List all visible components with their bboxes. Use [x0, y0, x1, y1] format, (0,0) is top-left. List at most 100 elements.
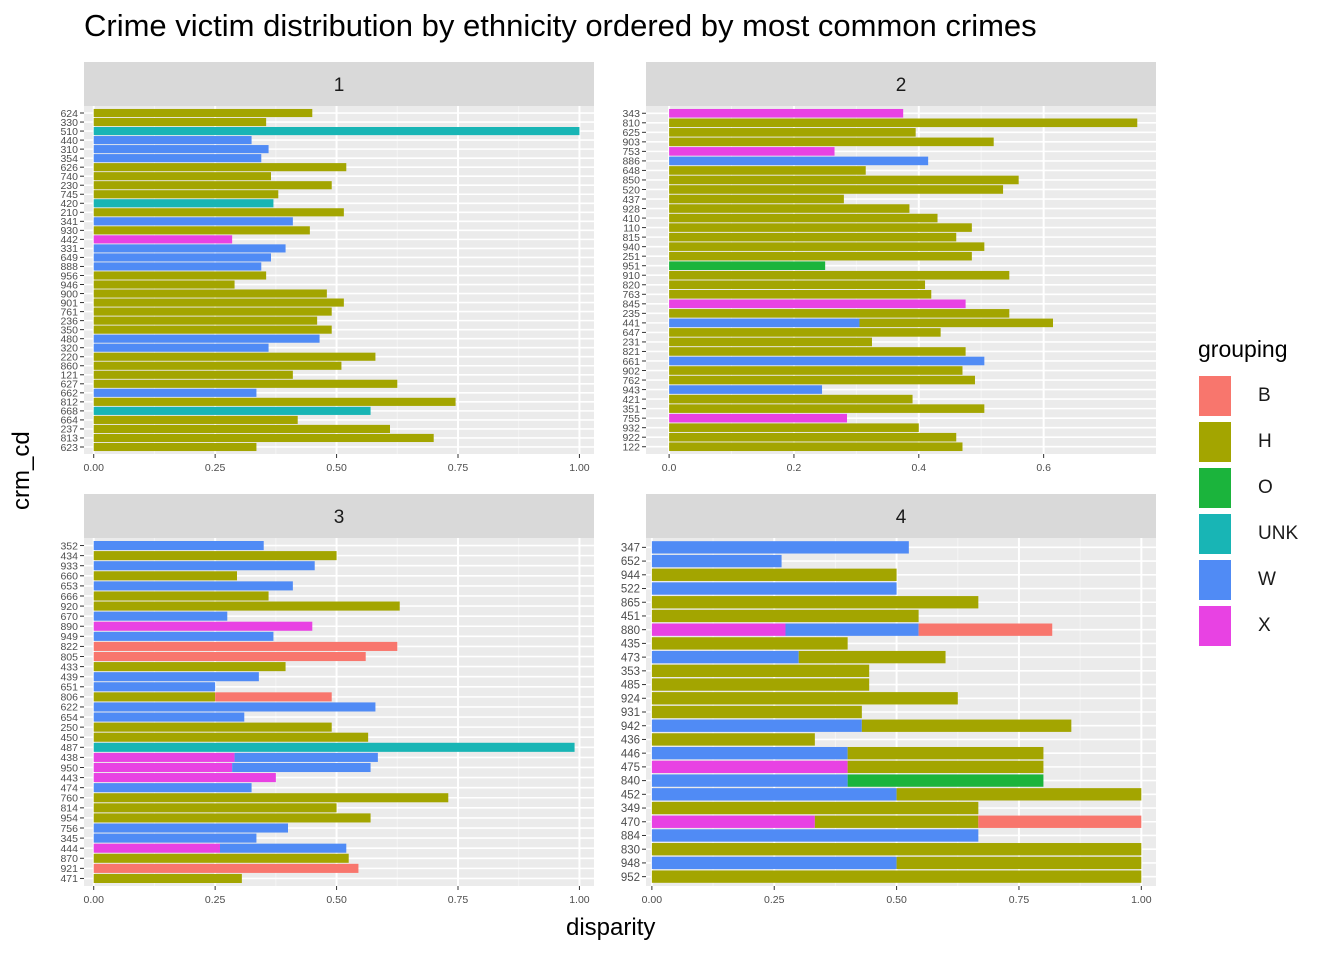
y-tick-label: 443 — [60, 772, 78, 784]
bar-H — [669, 328, 941, 337]
y-tick-label: 890 — [60, 621, 78, 633]
bar-H — [669, 204, 910, 213]
y-tick-label: 480 — [60, 333, 78, 345]
bar-B — [918, 623, 1053, 636]
legend-label: X — [1258, 615, 1271, 636]
bar-H — [669, 442, 963, 452]
bar-H — [669, 432, 957, 442]
y-tick-label: 910 — [622, 270, 640, 282]
y-tick-label: 651 — [60, 682, 78, 694]
bar-H — [651, 678, 870, 691]
y-tick-label: 230 — [60, 180, 78, 192]
y-tick-label: 487 — [60, 742, 78, 754]
facet-strip-label: 2 — [896, 75, 907, 96]
bar-H — [93, 172, 271, 181]
bar-H — [669, 270, 1010, 280]
bar-H — [847, 746, 1044, 760]
y-tick-label: 420 — [60, 198, 78, 210]
bar-X — [669, 147, 835, 156]
bar-O — [669, 261, 826, 270]
y-tick-label: 670 — [60, 611, 78, 623]
y-tick-label: 888 — [60, 261, 78, 273]
bar-W — [93, 244, 286, 253]
y-tick-label: 840 — [621, 776, 640, 788]
legend-item: X — [1198, 603, 1298, 649]
y-tick-label: 949 — [60, 631, 78, 643]
bar-H — [669, 423, 919, 432]
bar-H — [93, 424, 390, 433]
bar-H — [93, 226, 310, 235]
bar-H — [93, 415, 298, 424]
bar-H — [93, 692, 216, 702]
y-tick-label: 452 — [621, 789, 640, 801]
bar-W — [93, 561, 315, 571]
bar-H — [93, 442, 257, 452]
bar-H — [669, 309, 1010, 318]
facet-strip — [646, 494, 1156, 538]
y-tick-label: 762 — [622, 375, 640, 387]
bar-H — [651, 801, 979, 815]
bar-H — [651, 870, 1142, 883]
x-tick-label: 1.00 — [569, 462, 590, 474]
bar-X — [651, 623, 786, 636]
bar-UNK — [93, 199, 274, 208]
bar-X — [669, 413, 848, 423]
legend-label: W — [1258, 569, 1276, 590]
legend-label: UNK — [1258, 523, 1299, 544]
bar-W — [93, 702, 376, 712]
x-tick-label: 1.00 — [1131, 894, 1152, 906]
bar-H — [669, 290, 932, 299]
bar-H — [93, 190, 279, 199]
bar-H — [651, 609, 919, 623]
bar-H — [669, 185, 1004, 194]
y-tick-label: 649 — [60, 252, 78, 264]
y-tick-label: 470 — [621, 817, 640, 829]
x-tick-label: 0.00 — [83, 462, 104, 474]
bar-H — [93, 208, 344, 217]
bar-W — [651, 582, 897, 595]
bar-H — [93, 325, 332, 334]
x-tick-label: 0.0 — [662, 462, 677, 474]
bar-H — [651, 664, 870, 678]
bar-H — [93, 722, 332, 732]
bar-H — [93, 873, 242, 883]
bar-H — [93, 307, 332, 316]
bar-H — [669, 194, 844, 204]
y-tick-label: 522 — [621, 584, 640, 596]
y-tick-label: 444 — [60, 843, 78, 855]
y-tick-label: 437 — [622, 194, 640, 206]
bar-X — [669, 299, 966, 309]
bar-UNK — [93, 742, 575, 752]
bar-H — [93, 803, 337, 813]
y-tick-label: 446 — [621, 748, 640, 760]
bar-H — [651, 843, 1142, 856]
x-axis-title: disparity — [566, 914, 656, 941]
bar-W — [651, 554, 782, 568]
bar-W — [669, 318, 860, 328]
y-tick-label: 648 — [622, 165, 640, 177]
bar-W — [651, 719, 862, 732]
y-tick-label: 475 — [621, 762, 640, 774]
y-tick-label: 660 — [60, 571, 78, 583]
facet-strip — [646, 62, 1156, 106]
bar-W — [785, 623, 919, 636]
bar-B — [93, 863, 359, 873]
y-tick-label: 353 — [621, 666, 640, 678]
bar-H — [93, 662, 286, 672]
y-tick-label: 931 — [621, 707, 640, 719]
x-tick-label: 0.4 — [911, 462, 926, 474]
bar-H — [669, 242, 985, 251]
y-tick-label: 343 — [622, 108, 640, 120]
x-tick-label: 1.00 — [569, 894, 590, 906]
y-tick-label: 940 — [622, 241, 640, 253]
bar-H — [93, 361, 342, 370]
y-tick-label: 647 — [622, 327, 640, 339]
y-tick-label: 250 — [60, 722, 78, 734]
bar-H — [669, 128, 916, 137]
bar-H — [651, 637, 848, 650]
bar-UNK — [93, 406, 371, 415]
bar-H — [669, 347, 966, 356]
y-tick-label: 471 — [60, 873, 78, 885]
bar-W — [651, 856, 897, 870]
bar-W — [93, 611, 228, 621]
